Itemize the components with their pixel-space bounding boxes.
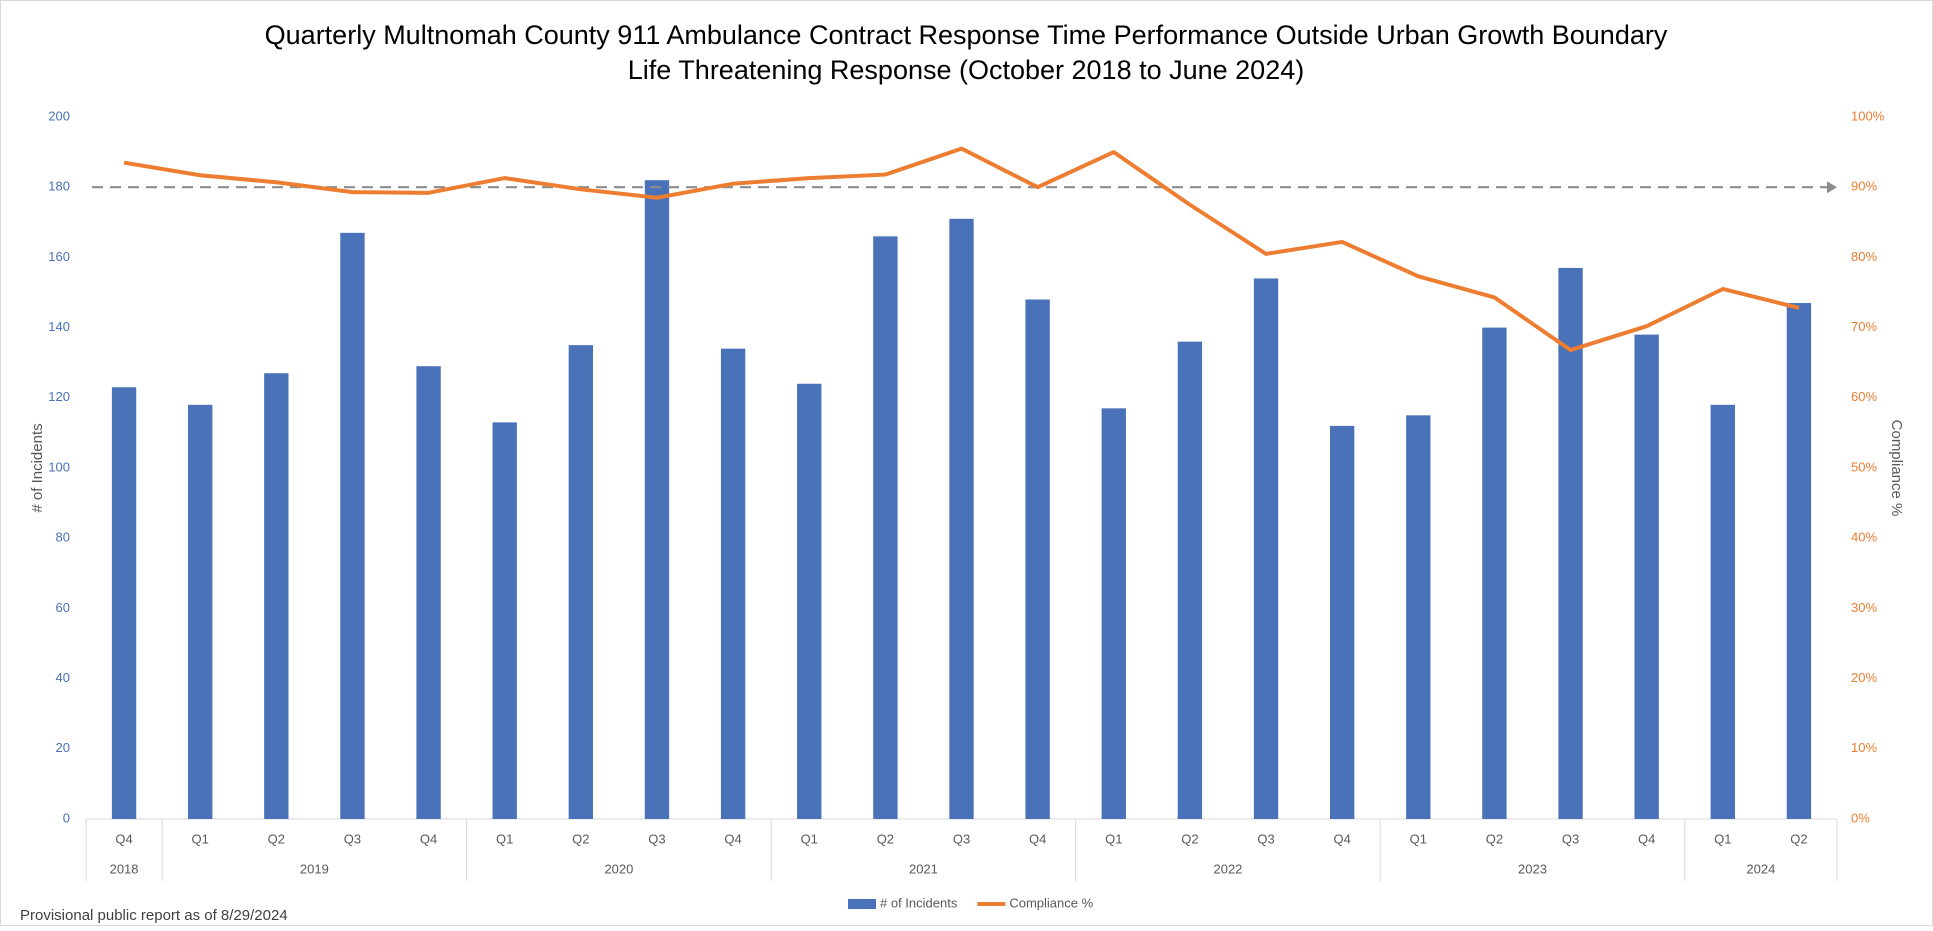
x-tick-label: Q1 <box>801 831 818 846</box>
bar <box>1786 303 1812 819</box>
y-tick-label: 60 <box>56 600 70 615</box>
x-tick-label: Q2 <box>1790 831 1807 846</box>
bar <box>720 348 746 819</box>
chart-title: Life Threatening Response (October 2018 … <box>628 55 1304 85</box>
x-tick-label: Q4 <box>420 831 437 846</box>
x-tick-label: Q1 <box>496 831 513 846</box>
x-tick-label: Q4 <box>1638 831 1655 846</box>
y2-tick-label: 100% <box>1851 108 1885 123</box>
x-tick-label: Q3 <box>1562 831 1579 846</box>
y-tick-label: 20 <box>56 740 70 755</box>
y-tick-label: 40 <box>56 670 70 685</box>
x-tick-label: Q4 <box>724 831 741 846</box>
y2-tick-label: 10% <box>1851 740 1877 755</box>
x-group-label: 2020 <box>604 861 633 876</box>
x-tick-label: Q2 <box>1486 831 1503 846</box>
bar <box>568 345 594 819</box>
bar <box>1329 425 1355 819</box>
x-tick-label: Q1 <box>1105 831 1122 846</box>
bar <box>1025 299 1050 819</box>
x-tick-label: Q1 <box>1714 831 1731 846</box>
bar <box>1177 341 1203 819</box>
y-axis-label: # of Incidents <box>29 423 46 512</box>
y2-tick-label: 80% <box>1851 249 1877 264</box>
y-tick-label: 120 <box>48 389 70 404</box>
y-tick-label: 200 <box>48 108 70 123</box>
y2-tick-label: 90% <box>1851 179 1877 194</box>
x-group-label: 2021 <box>909 861 938 876</box>
bar <box>340 232 365 819</box>
bar <box>188 404 213 819</box>
y-tick-label: 140 <box>48 319 70 334</box>
y2-axis-label: Compliance % <box>1888 420 1905 517</box>
y2-tick-label: 20% <box>1851 670 1877 685</box>
x-group-label: 2019 <box>300 861 329 876</box>
y-tick-label: 180 <box>48 179 70 194</box>
y2-tick-label: 70% <box>1851 319 1877 334</box>
bar <box>797 383 822 819</box>
x-tick-label: Q2 <box>268 831 285 846</box>
legend-label: # of Incidents <box>880 895 958 910</box>
x-group-label: 2023 <box>1518 861 1547 876</box>
bar <box>1482 327 1507 819</box>
bar <box>1101 408 1126 819</box>
y2-tick-label: 40% <box>1851 530 1877 545</box>
y-tick-label: 100 <box>48 459 70 474</box>
y2-tick-label: 50% <box>1851 459 1877 474</box>
x-tick-label: Q2 <box>1181 831 1198 846</box>
bar <box>416 366 441 819</box>
bar <box>1634 334 1659 819</box>
x-tick-label: Q1 <box>1410 831 1427 846</box>
x-group-label: 2024 <box>1746 861 1775 876</box>
bar <box>1253 278 1279 820</box>
x-tick-label: Q4 <box>1029 831 1046 846</box>
y2-tick-label: 0% <box>1851 810 1870 825</box>
bar <box>1406 415 1431 819</box>
x-tick-label: Q2 <box>572 831 589 846</box>
y-tick-label: 160 <box>48 249 70 264</box>
y-tick-label: 80 <box>56 530 70 545</box>
bar <box>1710 404 1735 819</box>
bar <box>492 422 517 819</box>
bar <box>264 373 289 819</box>
x-tick-label: Q4 <box>115 831 132 846</box>
footer-note: Provisional public report as of 8/29/202… <box>20 907 288 924</box>
y2-tick-label: 60% <box>1851 389 1877 404</box>
bar <box>111 387 137 819</box>
legend-swatch <box>848 899 876 909</box>
y2-tick-label: 30% <box>1851 600 1877 615</box>
bar <box>873 236 898 820</box>
x-tick-label: Q4 <box>1333 831 1350 846</box>
x-tick-label: Q3 <box>648 831 665 846</box>
x-group-label: 2022 <box>1213 861 1242 876</box>
line-series <box>123 146 1800 353</box>
legend-label: Compliance % <box>1009 895 1093 910</box>
x-tick-label: Q3 <box>1257 831 1274 846</box>
chart-title: Quarterly Multnomah County 911 Ambulance… <box>265 20 1668 50</box>
x-group-label: 2018 <box>110 861 139 876</box>
bar <box>1558 267 1583 819</box>
x-tick-label: Q1 <box>192 831 209 846</box>
bar <box>644 180 670 819</box>
x-tick-label: Q3 <box>344 831 361 846</box>
y-tick-label: 0 <box>63 810 70 825</box>
x-tick-label: Q2 <box>877 831 894 846</box>
x-tick-label: Q3 <box>953 831 970 846</box>
bar <box>949 218 974 820</box>
target-arrow <box>1827 181 1837 194</box>
